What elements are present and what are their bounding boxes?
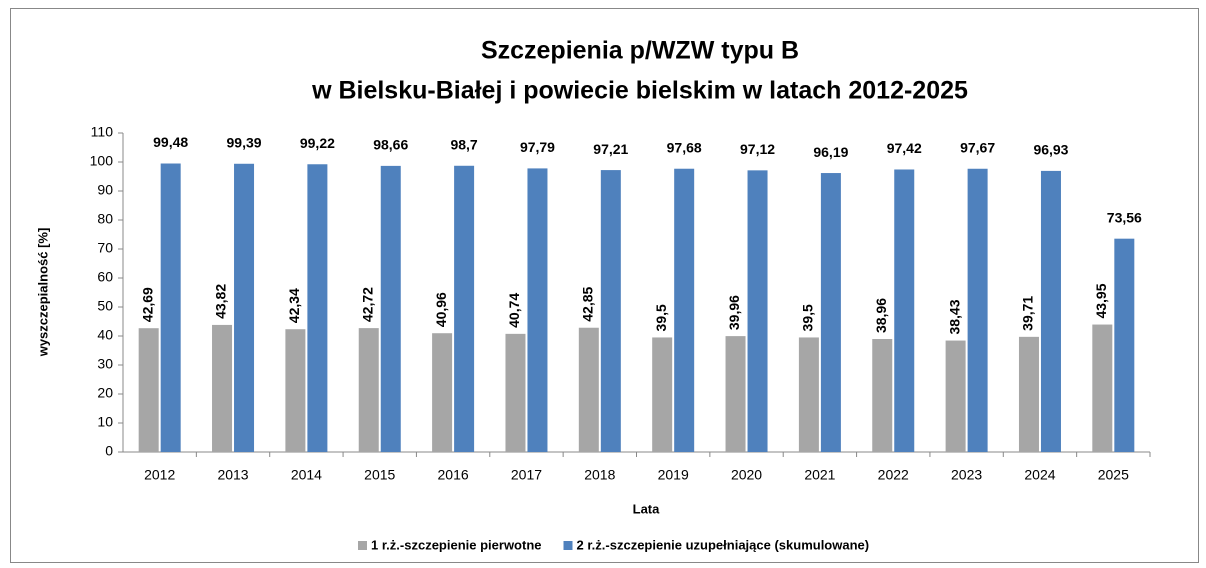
- bar: [307, 164, 328, 452]
- x-tick-label: 2024: [1024, 467, 1055, 483]
- bar: [894, 169, 915, 452]
- bar: [285, 329, 306, 452]
- legend-label: 2 r.ż.-szczepienie uzupełniające (skumul…: [577, 537, 870, 552]
- data-label: 97,42: [887, 140, 922, 156]
- bar: [454, 165, 475, 452]
- bar: [358, 328, 379, 452]
- bar: [138, 328, 159, 452]
- bar: [380, 165, 401, 453]
- y-tick-label: 90: [97, 182, 113, 198]
- y-tick-label: 100: [90, 153, 114, 169]
- data-label: 98,66: [373, 137, 408, 153]
- data-label: 73,56: [1107, 209, 1142, 225]
- legend-swatch: [358, 541, 367, 550]
- bar: [945, 340, 966, 452]
- bar: [967, 168, 988, 452]
- legend-label: 1 r.ż.-szczepienie pierwotne: [371, 537, 542, 552]
- data-label: 40,74: [506, 293, 522, 328]
- bar: [798, 337, 819, 452]
- bar: [872, 339, 893, 452]
- chart-title: Szczepienia p/WZW typu B: [481, 37, 799, 65]
- x-tick-label: 2012: [144, 467, 175, 483]
- data-label: 43,82: [213, 284, 229, 319]
- x-tick-label: 2015: [364, 467, 395, 483]
- bar: [674, 168, 695, 452]
- data-label: 42,69: [139, 287, 155, 322]
- x-tick-label: 2023: [951, 467, 982, 483]
- x-tick-label: 2018: [584, 467, 615, 483]
- legend-swatch: [563, 541, 573, 550]
- x-tick-label: 2022: [878, 467, 909, 483]
- y-tick-label: 20: [97, 385, 113, 401]
- x-tick-label: 2021: [804, 467, 835, 483]
- y-tick-label: 0: [105, 443, 113, 459]
- bar: [1018, 336, 1039, 452]
- data-label: 38,43: [946, 299, 962, 334]
- x-axis-title: Lata: [633, 501, 661, 516]
- bar: [432, 333, 453, 452]
- chart-title: w Bielsku-Białej i powiecie bielskim w l…: [311, 77, 968, 105]
- data-label: 40,96: [433, 292, 449, 327]
- x-tick-label: 2016: [438, 467, 469, 483]
- bar: [527, 168, 548, 452]
- data-label: 39,5: [800, 304, 816, 331]
- data-label: 96,19: [813, 144, 848, 160]
- data-label: 97,68: [667, 139, 702, 155]
- x-tick-label: 2020: [731, 467, 762, 483]
- data-label: 99,22: [300, 135, 335, 151]
- bar: [505, 333, 526, 452]
- bar: [747, 170, 768, 453]
- data-label: 96,93: [1033, 142, 1068, 158]
- bar: [725, 336, 746, 452]
- data-label: 39,71: [1020, 296, 1036, 331]
- data-label: 42,72: [359, 287, 375, 322]
- y-tick-label: 80: [97, 211, 113, 227]
- bar: [212, 324, 233, 452]
- y-tick-label: 40: [97, 327, 113, 343]
- y-tick-label: 50: [97, 298, 113, 314]
- data-label: 42,34: [286, 288, 302, 323]
- data-label: 97,67: [960, 139, 995, 155]
- data-label: 39,96: [726, 295, 742, 330]
- bar: [1114, 238, 1135, 452]
- x-tick-label: 2014: [291, 467, 322, 483]
- data-label: 42,85: [580, 286, 596, 321]
- x-tick-label: 2019: [658, 467, 689, 483]
- data-label: 97,21: [593, 141, 628, 157]
- data-label: 43,95: [1093, 283, 1109, 318]
- bar: [820, 173, 841, 452]
- bar: [1040, 170, 1061, 452]
- bar: [578, 327, 599, 452]
- y-tick-label: 110: [91, 124, 114, 140]
- bar: [1092, 324, 1113, 452]
- bar: [600, 170, 621, 452]
- x-tick-label: 2013: [217, 467, 248, 483]
- data-label: 39,5: [653, 304, 669, 331]
- y-tick-label: 10: [97, 414, 113, 430]
- y-tick-label: 70: [97, 240, 113, 256]
- y-tick-label: 30: [97, 356, 113, 372]
- x-tick-label: 2017: [511, 467, 542, 483]
- data-label: 98,7: [450, 136, 477, 152]
- data-label: 97,12: [740, 141, 775, 157]
- bar: [234, 163, 255, 453]
- data-label: 97,79: [520, 139, 555, 155]
- data-label: 99,48: [153, 134, 188, 150]
- data-label: 99,39: [227, 134, 262, 150]
- y-axis-title: wyszczepialność [%]: [35, 228, 50, 358]
- x-tick-label: 2025: [1098, 467, 1129, 483]
- y-tick-label: 60: [97, 269, 113, 285]
- bar: [652, 337, 673, 452]
- data-label: 38,96: [873, 298, 889, 333]
- bar: [160, 163, 181, 452]
